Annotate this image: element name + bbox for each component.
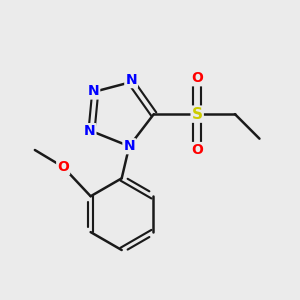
Text: O: O xyxy=(191,71,203,85)
Text: N: N xyxy=(125,73,137,87)
Text: N: N xyxy=(84,124,95,138)
Text: O: O xyxy=(191,143,203,157)
Text: O: O xyxy=(57,160,69,174)
Text: N: N xyxy=(88,85,99,98)
Text: S: S xyxy=(192,106,203,122)
Text: N: N xyxy=(123,139,135,153)
